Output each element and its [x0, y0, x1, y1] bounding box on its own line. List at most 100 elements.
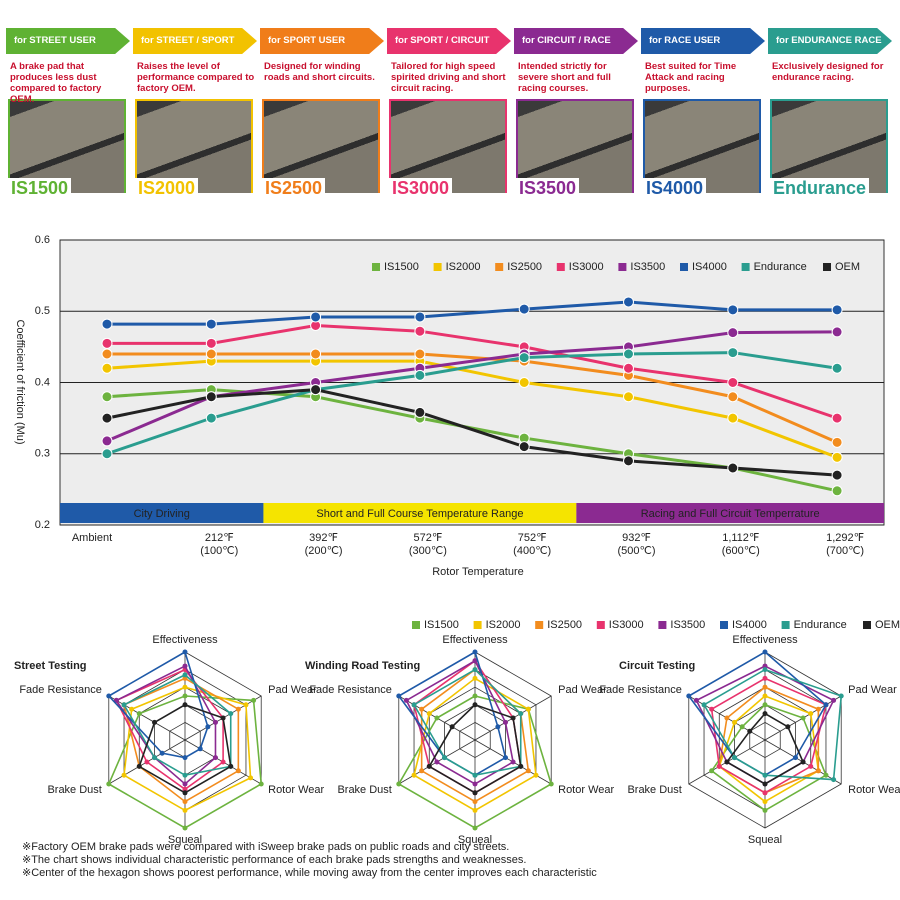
series-line: [107, 323, 838, 420]
data-point: [518, 441, 530, 453]
radar-point: [113, 697, 119, 703]
radar-point: [121, 772, 127, 778]
legend-label: IS1500: [384, 261, 419, 273]
radar-point: [182, 672, 188, 678]
product-card: for STREET / SPORT USER Raises the level …: [133, 28, 257, 200]
radar-axis-label: Brake Dust: [627, 784, 681, 796]
radar-point: [426, 711, 432, 717]
radar-axis-label: Fade Resistance: [599, 684, 682, 696]
product-image: [262, 99, 380, 193]
radar-point: [129, 706, 135, 712]
product-card: for SPORT USER Designed for winding roads…: [260, 28, 384, 200]
radar-title: Circuit Testing: [619, 660, 695, 672]
legend-label: Endurance: [754, 261, 807, 273]
radar-axis-label: Squeal: [458, 834, 492, 846]
product-description: Exclusively designed for endurance racin…: [772, 61, 884, 83]
product-header: for STREET USER: [6, 28, 130, 54]
radar-point: [815, 706, 821, 712]
radar-point: [823, 702, 829, 708]
radar-point: [747, 728, 753, 734]
data-point: [518, 352, 530, 364]
data-point: [101, 412, 113, 424]
legend-swatch: [781, 621, 790, 629]
y-tick-label: 0.5: [35, 305, 50, 317]
radar-point: [449, 724, 455, 730]
radar-point: [518, 711, 524, 717]
data-point: [727, 462, 739, 474]
data-point: [101, 318, 113, 330]
legend-swatch: [372, 263, 380, 271]
legend-label: IS2500: [507, 261, 542, 273]
radar-point: [182, 799, 188, 805]
radar-point: [838, 693, 844, 699]
radar-point: [762, 711, 768, 717]
legend-label: IS2500: [547, 619, 582, 631]
radar-axis-label: Squeal: [748, 834, 782, 846]
product-name: IS1500: [8, 178, 72, 199]
legend-swatch: [680, 263, 688, 271]
radar-point: [762, 667, 768, 673]
data-point: [623, 362, 634, 374]
y-tick-label: 0.2: [35, 519, 50, 531]
radar-point: [144, 759, 150, 765]
radar-axis-label: Brake Dust: [337, 784, 391, 796]
radar-point: [182, 755, 188, 761]
radar-point: [548, 781, 554, 787]
radar-point: [732, 719, 738, 725]
legend-label: IS3000: [569, 261, 604, 273]
data-point: [101, 448, 113, 460]
legend-label: IS1500: [424, 619, 459, 631]
radar-point: [472, 649, 478, 655]
radar-axis-label: Fade Resistance: [309, 684, 392, 696]
radar-point: [472, 772, 478, 778]
product-description: Intended strictly for severe short and f…: [518, 61, 611, 94]
radar-point: [182, 807, 188, 813]
footnote: ※Factory OEM brake pads were compared wi…: [22, 841, 509, 853]
product-header: for SPORT / CIRCUIT USER: [387, 28, 511, 54]
radar-point: [716, 763, 722, 769]
radar-point: [823, 772, 829, 778]
data-point: [101, 348, 113, 360]
x-tick-label: 752℉ (400℃): [513, 532, 551, 557]
radar-axis-label: Rotor Wear: [848, 784, 900, 796]
legend-swatch: [720, 621, 728, 629]
radar-axis-label: Pad Wear: [268, 684, 317, 696]
legend-label: IS2000: [446, 261, 481, 273]
legend-label: IS4000: [732, 619, 767, 631]
product-name: Endurance: [770, 178, 870, 199]
radar-point: [800, 715, 806, 721]
legend-swatch: [618, 263, 627, 271]
radar-point: [197, 746, 203, 752]
radar-point: [510, 759, 516, 765]
data-point: [623, 391, 634, 403]
radar-point: [182, 684, 188, 690]
range-band-label: Short and Full Course Temperature Range: [316, 508, 523, 520]
radar-point: [258, 781, 264, 787]
radar-point: [106, 693, 112, 699]
data-point: [205, 337, 217, 349]
range-band: [576, 503, 884, 523]
radar-point: [182, 825, 188, 831]
legend-label: OEM: [835, 261, 860, 273]
radar-axis-label: Brake Dust: [47, 784, 101, 796]
x-tick-label: 1,292℉ (700℃): [826, 532, 864, 557]
product-card: for SPORT / CIRCUIT USER Tailored for hig…: [387, 28, 511, 200]
radar-point: [159, 750, 165, 756]
radar-axis-label: Rotor Wear: [268, 784, 324, 796]
radar-point: [686, 693, 692, 699]
product-name: IS3000: [389, 178, 453, 199]
radar-point: [411, 772, 417, 778]
radar-point: [732, 755, 738, 761]
x-tick-label: 392℉ (200℃): [305, 532, 343, 557]
radar-point: [815, 768, 821, 774]
radar-point: [762, 702, 768, 708]
data-point: [831, 412, 843, 424]
radar-point: [182, 702, 188, 708]
legend-label: IS3500: [670, 619, 705, 631]
product-description: Tailored for high speed spirited driving…: [391, 61, 506, 94]
radar-point: [152, 755, 158, 761]
radar-point: [762, 772, 768, 778]
product-name: IS3500: [516, 178, 580, 199]
legend-label: IS3000: [609, 619, 644, 631]
radar-point: [762, 663, 768, 669]
